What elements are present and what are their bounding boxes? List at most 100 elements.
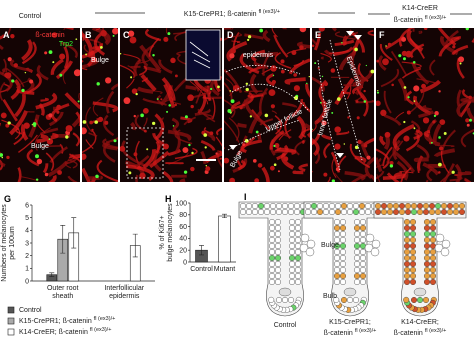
- pigment: [354, 47, 358, 52]
- cell: [295, 254, 302, 261]
- x-tick-label: sheath: [52, 293, 73, 300]
- tissue: [276, 147, 297, 155]
- y-tick-label: 40: [179, 236, 187, 243]
- pigment: [403, 86, 407, 89]
- tissue: [171, 117, 180, 130]
- tissue: [105, 90, 115, 114]
- y-tick-label: 5: [25, 215, 29, 222]
- cell: [330, 68, 336, 73]
- pigment: [217, 85, 220, 89]
- tissue: [152, 90, 163, 94]
- cell: [354, 218, 361, 225]
- tissue: [410, 120, 421, 136]
- pigment: [244, 138, 249, 143]
- tissue: [160, 117, 164, 121]
- pigment: [413, 100, 416, 102]
- cell: [353, 208, 360, 215]
- cell: [239, 202, 246, 209]
- pigment: [135, 92, 138, 96]
- tissue: [156, 94, 167, 106]
- cell: [269, 230, 276, 237]
- cell: [318, 28, 325, 32]
- y-axis-label: Numbers of melanocytes: [1, 204, 8, 282]
- cell: [97, 116, 104, 122]
- tissue: [429, 59, 436, 76]
- pigment: [402, 57, 406, 61]
- cell: [387, 42, 392, 46]
- header-k14b: ß-catenin fl (ex3)/+: [394, 15, 447, 24]
- pigment: [11, 79, 15, 83]
- tissue: [135, 155, 150, 168]
- tissue: [21, 39, 33, 61]
- tissue: [47, 160, 69, 177]
- tissue: [378, 157, 382, 163]
- cell: [276, 297, 283, 304]
- cell: [404, 224, 411, 231]
- tissue: [36, 133, 49, 144]
- tissue: [460, 128, 474, 148]
- tissue: [149, 150, 170, 169]
- cell: [174, 74, 178, 78]
- cell: [340, 230, 347, 237]
- cell: [269, 254, 276, 261]
- pigment: [469, 118, 472, 122]
- cell: [441, 202, 448, 209]
- cell: [354, 242, 361, 249]
- cell: [57, 170, 62, 175]
- cell: [299, 45, 304, 50]
- cell: [294, 208, 301, 215]
- tissue: [257, 132, 262, 141]
- tissue: [216, 149, 222, 168]
- cell: [312, 44, 315, 48]
- tissue: [200, 150, 207, 164]
- bulge-cell: [300, 233, 310, 243]
- cell: [334, 254, 341, 261]
- cell: [288, 208, 295, 215]
- cell: [365, 208, 372, 215]
- cell: [452, 45, 456, 49]
- tissue: [336, 130, 350, 136]
- tissue: [399, 28, 414, 47]
- tissue: [88, 132, 98, 137]
- pigment: [204, 146, 207, 149]
- cell: [163, 36, 169, 42]
- cell: [424, 218, 431, 225]
- tissue: [42, 163, 49, 174]
- cell: [82, 60, 84, 63]
- cell: [430, 254, 437, 261]
- cell: [354, 279, 361, 286]
- pigment: [247, 35, 252, 39]
- panel-label: Bulge: [91, 57, 109, 64]
- pigment: [343, 143, 346, 145]
- legend-swatch: [7, 306, 15, 314]
- cell: [232, 84, 240, 92]
- cell: [391, 83, 394, 87]
- cell: [340, 242, 347, 249]
- legend-label-main: K15-CrePR1; ß-catenin: [19, 318, 92, 325]
- pigment: [363, 100, 367, 103]
- tissue: [282, 102, 298, 108]
- tissue: [165, 28, 168, 34]
- tissue: [138, 65, 148, 76]
- tissue: [253, 60, 269, 69]
- tissue: [369, 174, 374, 182]
- pigment: [140, 113, 144, 118]
- cell: [82, 127, 87, 135]
- cell: [438, 146, 444, 151]
- tissue: [16, 88, 35, 95]
- error-bar: [222, 213, 227, 219]
- outline: [317, 39, 363, 171]
- cell: [424, 261, 431, 268]
- pigment: [99, 45, 103, 49]
- y-tick-label: 3: [25, 240, 29, 247]
- tissue: [9, 59, 32, 73]
- tissue: [205, 152, 222, 164]
- cell: [435, 208, 442, 215]
- cell: [340, 236, 347, 243]
- tissue: [350, 173, 368, 182]
- cell: [36, 158, 43, 165]
- tissue: [297, 41, 310, 49]
- cell: [160, 98, 163, 101]
- cell: [289, 248, 296, 255]
- pigment: [451, 170, 455, 174]
